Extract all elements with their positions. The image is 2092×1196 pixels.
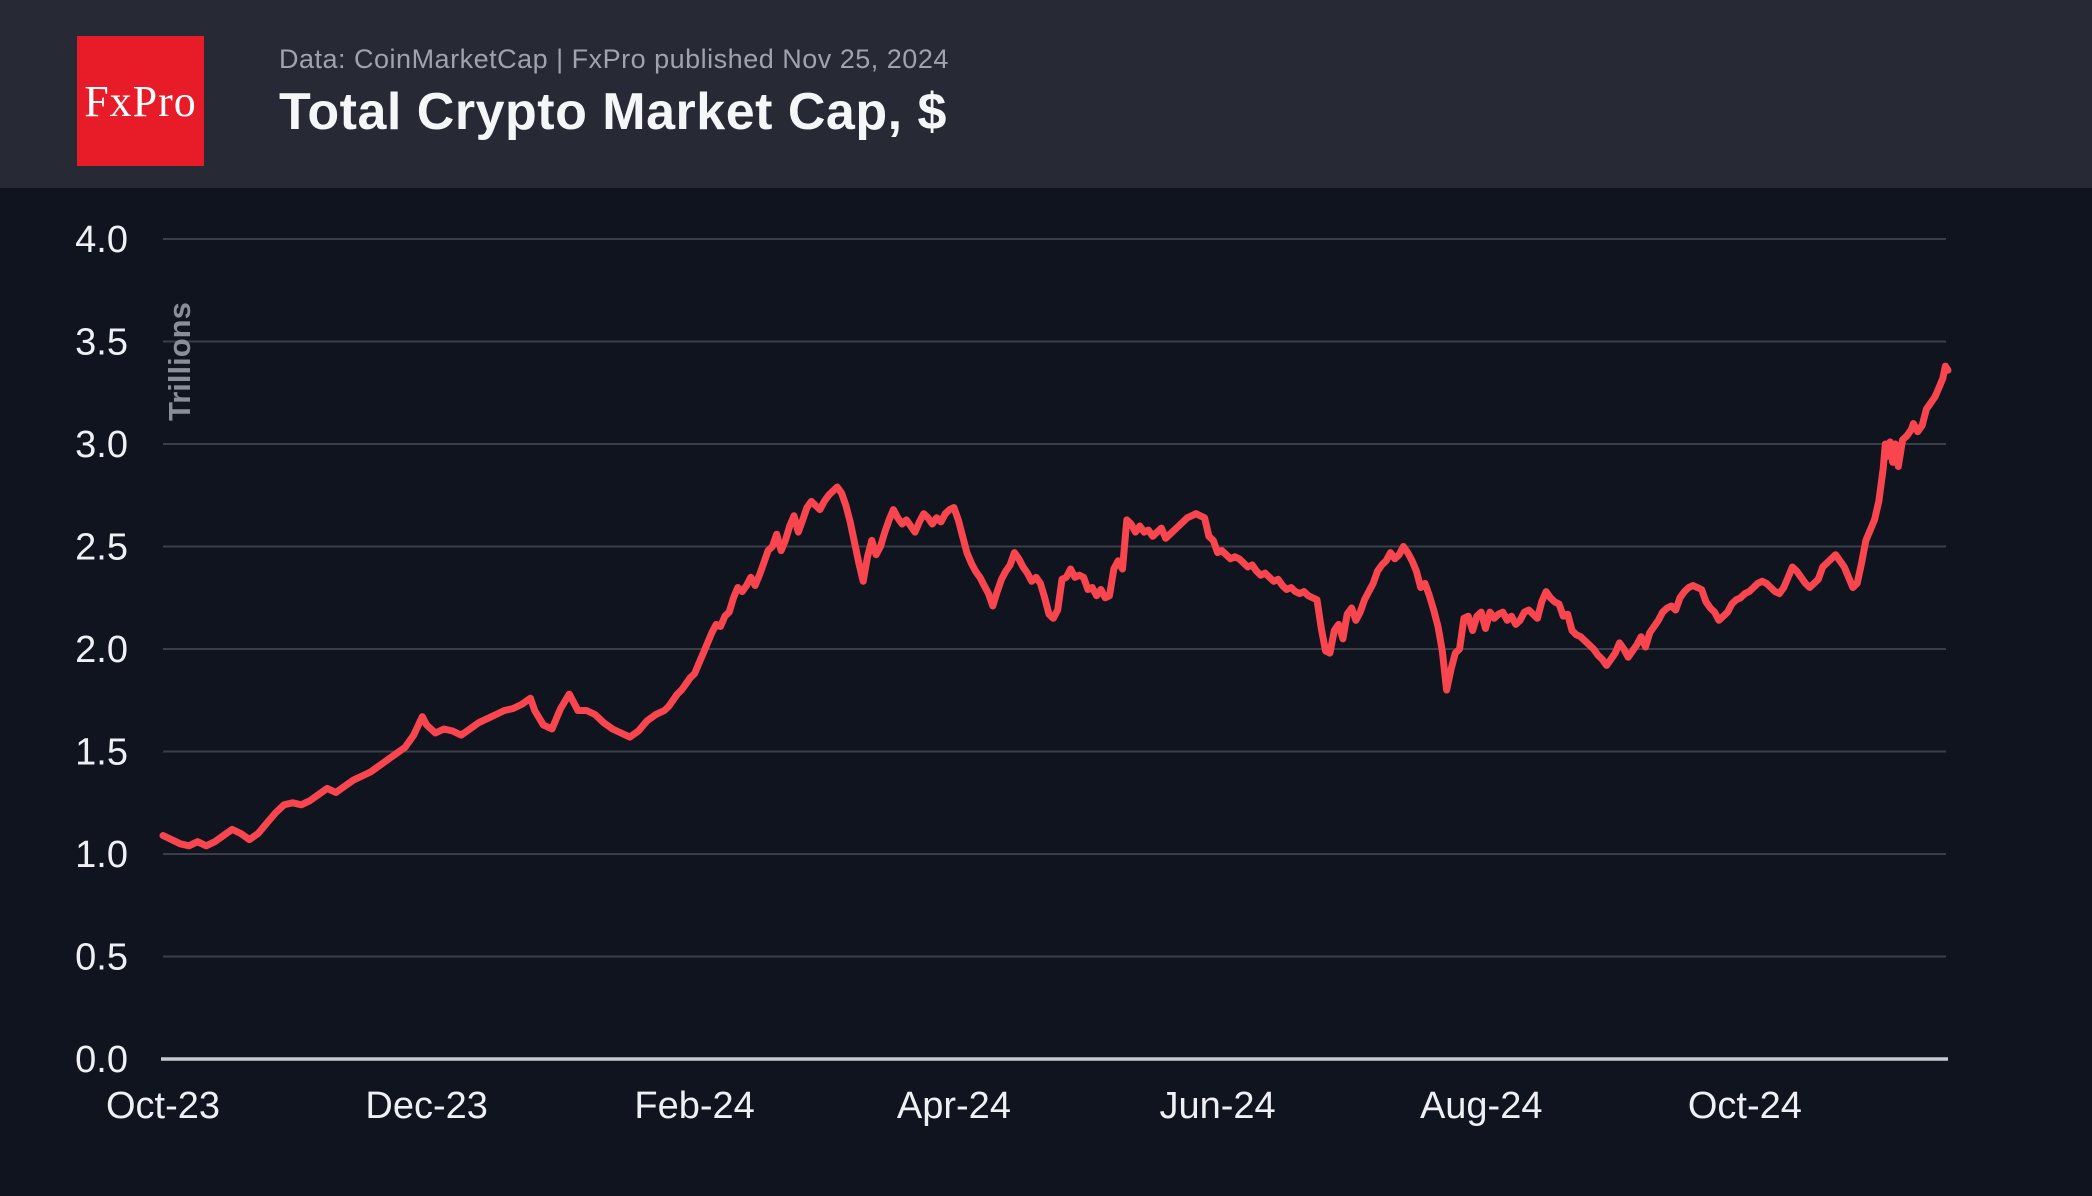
header-bar: FxPro Data: CoinMarketCap | FxPro publis…: [0, 0, 2092, 188]
x-axis-tick-label: Aug-24: [1420, 1085, 1543, 1127]
y-axis-tick-label: 2.5: [75, 527, 128, 569]
fxpro-logo: FxPro: [77, 36, 204, 166]
y-axis-tick-label: 1.5: [75, 732, 128, 774]
x-axis-tick-label: Oct-23: [106, 1085, 220, 1127]
price-line: [159, 362, 1952, 850]
fxpro-logo-text: FxPro: [84, 76, 197, 126]
y-axis-tick-label: 0.5: [75, 937, 128, 979]
x-axis-tick-label: Feb-24: [634, 1085, 754, 1127]
y-axis-tick-label: 3.5: [75, 322, 128, 364]
y-axis-unit-label: Trillions: [162, 302, 197, 421]
y-axis-tick-label: 2.0: [75, 629, 128, 671]
x-axis-tick-label: Apr-24: [897, 1085, 1011, 1127]
x-axis-tick-label: Dec-23: [365, 1085, 488, 1127]
y-axis-tick-label: 0.0: [75, 1039, 128, 1081]
chart-source-caption: Data: CoinMarketCap | FxPro published No…: [279, 44, 949, 74]
x-axis-tick-label: Oct-24: [1688, 1085, 1802, 1127]
y-axis-tick-label: 1.0: [75, 834, 128, 876]
header-headings: Data: CoinMarketCap | FxPro published No…: [279, 44, 949, 142]
x-axis-tick-label: Jun-24: [1159, 1085, 1275, 1127]
page-title: Total Crypto Market Cap, $: [279, 83, 947, 141]
y-axis-tick-label: 3.0: [75, 424, 128, 466]
y-axis-tick-label: 4.0: [75, 219, 128, 261]
